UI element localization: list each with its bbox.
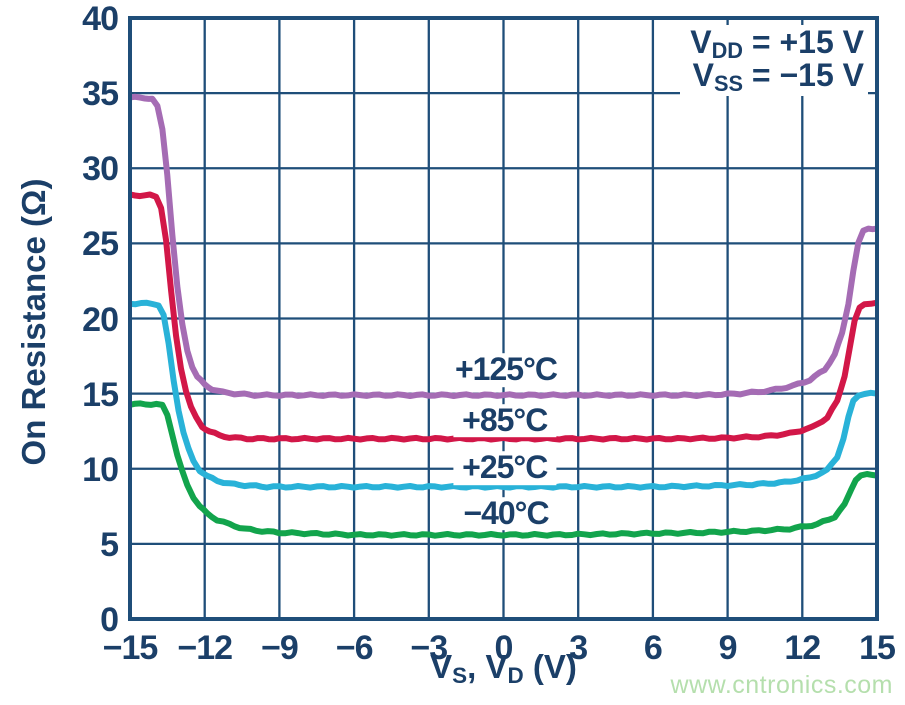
x-axis-title-sub-s: S — [452, 662, 468, 688]
plot-border — [128, 16, 879, 621]
x-axis-title: VS, VD (V) — [130, 648, 877, 688]
series-line-0 — [130, 93, 877, 399]
series-line-1 — [130, 191, 877, 443]
vss-condition: VSS = −15 V — [692, 57, 864, 97]
curve-label-plus25c: +25°C — [453, 451, 557, 485]
x-tick-label: 12 — [784, 629, 821, 667]
x-axis-title-v1: V — [430, 648, 453, 685]
x-tick-label: −3 — [410, 629, 448, 667]
y-tick-label: 15 — [82, 375, 119, 414]
x-tick-label: −12 — [177, 629, 233, 667]
x-tick-label: 6 — [643, 629, 663, 667]
x-tick-label: 0 — [494, 629, 514, 667]
y-tick-label: 30 — [82, 150, 119, 189]
supply-conditions-annotation: VDD = +15 V VSS = −15 V — [680, 25, 868, 96]
x-axis-title-v2: , V — [467, 648, 508, 685]
curve-label-plus125c: +125°C — [445, 353, 566, 388]
x-tick-label: 15 — [859, 629, 896, 667]
y-tick-label: 5 — [100, 525, 119, 564]
curve-label-minus40c: −40°C — [454, 496, 558, 531]
x-tick-label: −6 — [335, 629, 374, 667]
y-tick-label: 40 — [82, 0, 119, 38]
y-tick-label: 20 — [82, 300, 119, 339]
series-line-3 — [130, 400, 877, 539]
series-line-2 — [130, 299, 877, 491]
vdd-condition: VDD = +15 V — [690, 24, 864, 63]
y-tick-label: 25 — [82, 225, 119, 264]
x-tick-label: 9 — [718, 629, 738, 667]
x-axis-title-sub-d: D — [507, 662, 524, 688]
x-axis-title-unit: (V) — [523, 648, 577, 685]
y-tick-label: 10 — [82, 450, 119, 489]
x-tick-label: −9 — [261, 629, 299, 667]
y-tick-label: 35 — [82, 75, 119, 114]
curve-label-plus85c: +85°C — [453, 403, 557, 438]
x-tick-label: −15 — [102, 629, 159, 667]
y-tick-label: 0 — [100, 601, 119, 639]
x-tick-label: 3 — [569, 629, 588, 667]
watermark: www.cntronics.com — [670, 671, 893, 699]
